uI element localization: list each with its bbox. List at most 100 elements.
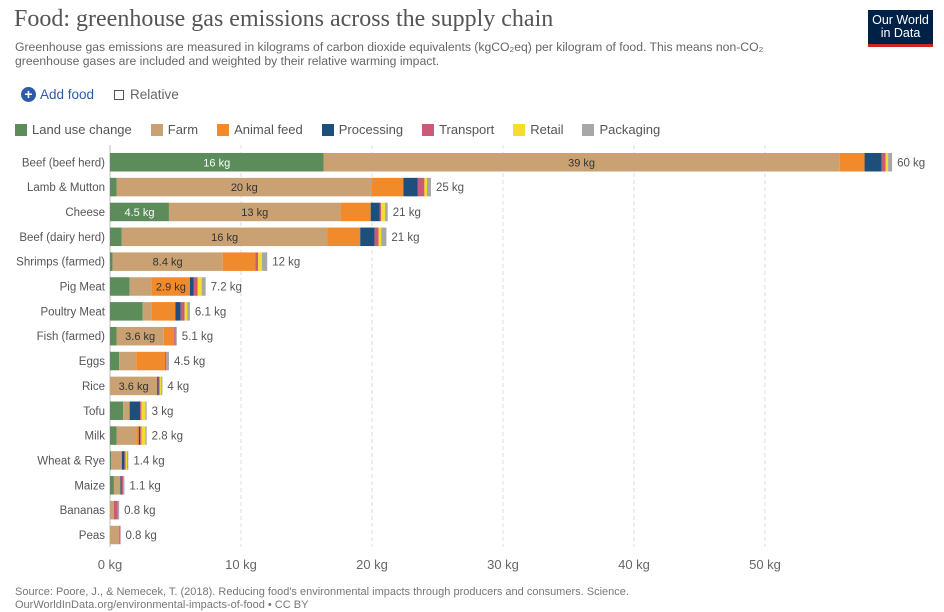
- bar-segment-processing[interactable]: [360, 227, 375, 247]
- bar-segment-farm[interactable]: [112, 252, 223, 271]
- bar-segment-packaging[interactable]: [161, 376, 163, 396]
- bar-segment-farm[interactable]: [116, 177, 372, 197]
- bar-segment-retail[interactable]: [258, 252, 262, 271]
- bar-segment-land-use-change[interactable]: [110, 451, 112, 470]
- bar-segment-packaging[interactable]: [123, 476, 125, 495]
- bar-segment-farm[interactable]: [323, 153, 840, 172]
- bar-segment-transport[interactable]: [881, 153, 886, 172]
- legend-item-packaging[interactable]: Packaging: [582, 122, 660, 137]
- bar-segment-processing[interactable]: [403, 177, 418, 197]
- bar-segment-animal-feed[interactable]: [327, 227, 361, 247]
- bar-segment-transport[interactable]: [417, 177, 425, 197]
- bar-segment-packaging[interactable]: [117, 500, 120, 520]
- legend-item-processing[interactable]: Processing: [321, 122, 403, 137]
- bar-segment-processing[interactable]: [129, 401, 141, 421]
- bar-segment-transport[interactable]: [165, 351, 167, 371]
- bar-segment-farm[interactable]: [116, 426, 137, 445]
- bar-segment-packaging[interactable]: [145, 401, 147, 421]
- bar-segment-farm[interactable]: [168, 202, 341, 222]
- bar-segment-transport[interactable]: [379, 202, 382, 222]
- owid-logo[interactable]: Our World in Data: [868, 10, 933, 47]
- bar-segment-transport[interactable]: [180, 302, 185, 321]
- bar-segment-animal-feed[interactable]: [136, 351, 166, 371]
- bar-segment-retail[interactable]: [381, 202, 386, 222]
- relative-toggle[interactable]: Relative: [114, 87, 179, 102]
- bar-segment-transport[interactable]: [119, 525, 121, 545]
- bar-segment-animal-feed[interactable]: [163, 326, 175, 346]
- bar-segment-land-use-change[interactable]: [110, 302, 143, 321]
- bar-segment-animal-feed[interactable]: [151, 302, 176, 321]
- bar-segment-retail[interactable]: [159, 376, 162, 396]
- bar-segment-packaging[interactable]: [145, 426, 147, 445]
- bar-segment-retail[interactable]: [125, 451, 128, 470]
- bar-segment-animal-feed[interactable]: [372, 177, 404, 197]
- bar-segment-transport[interactable]: [193, 277, 198, 296]
- bar-segment-transport[interactable]: [140, 426, 142, 445]
- bar-segment-packaging[interactable]: [166, 351, 169, 371]
- bar-segment-retail[interactable]: [424, 177, 428, 197]
- bar-segment-packaging[interactable]: [127, 451, 129, 470]
- bar-segment-land-use-change[interactable]: [110, 277, 130, 296]
- bar-segment-packaging[interactable]: [187, 302, 190, 321]
- bar-segment-land-use-change[interactable]: [110, 227, 122, 247]
- bar-segment-farm[interactable]: [113, 476, 121, 495]
- bar-segment-processing[interactable]: [121, 451, 125, 470]
- bar-segment-retail[interactable]: [184, 302, 188, 321]
- bar-segment-processing[interactable]: [138, 426, 141, 445]
- bar-segment-farm[interactable]: [121, 227, 328, 247]
- bar-segment-farm[interactable]: [110, 376, 158, 396]
- bar-segment-farm[interactable]: [110, 525, 120, 545]
- bar-segment-processing[interactable]: [120, 476, 122, 495]
- bar-segment-retail[interactable]: [885, 153, 889, 172]
- bar-segment-retail[interactable]: [141, 426, 146, 445]
- legend-item-farm[interactable]: Farm: [150, 122, 198, 137]
- add-food-button[interactable]: + Add food: [21, 87, 94, 102]
- bar-segment-packaging[interactable]: [201, 277, 206, 296]
- bar-segment-processing[interactable]: [175, 302, 181, 321]
- bar-segment-land-use-change[interactable]: [110, 426, 117, 445]
- bar-segment-transport[interactable]: [121, 476, 124, 495]
- bar-segment-transport[interactable]: [140, 401, 142, 421]
- legend-item-land-use-change[interactable]: Land use change: [15, 122, 132, 137]
- bar-segment-land-use-change[interactable]: [110, 351, 120, 371]
- bar-segment-transport[interactable]: [374, 227, 379, 247]
- bar-segment-processing[interactable]: [370, 202, 380, 222]
- bar-segment-processing[interactable]: [189, 277, 194, 296]
- legend-item-transport[interactable]: Transport: [422, 122, 494, 137]
- bar-segment-packaging[interactable]: [888, 153, 893, 172]
- bar-segment-farm[interactable]: [110, 500, 114, 520]
- bar-segment-farm[interactable]: [111, 451, 122, 470]
- bar-segment-land-use-change[interactable]: [110, 153, 324, 172]
- bar-segment-retail[interactable]: [197, 277, 202, 296]
- bar-segment-transport[interactable]: [255, 252, 259, 271]
- bar-segment-land-use-change[interactable]: [110, 326, 117, 346]
- bar-segment-packaging[interactable]: [261, 252, 268, 271]
- bar-segment-packaging[interactable]: [385, 202, 388, 222]
- bar-segment-farm[interactable]: [123, 401, 130, 421]
- bar-segment-land-use-change[interactable]: [110, 401, 124, 421]
- bar-segment-packaging[interactable]: [381, 227, 387, 247]
- bar-segment-land-use-change[interactable]: [110, 202, 169, 222]
- bar-segment-farm[interactable]: [116, 326, 164, 346]
- bar-segment-transport[interactable]: [113, 500, 118, 520]
- bar-segment-processing[interactable]: [157, 376, 159, 396]
- bar-segment-transport[interactable]: [174, 326, 176, 346]
- source-url[interactable]: OurWorldInData.org/environmental-impacts…: [15, 599, 309, 611]
- bar-segment-transport[interactable]: [158, 376, 160, 396]
- bar-segment-animal-feed[interactable]: [222, 252, 256, 271]
- bar-segment-retail[interactable]: [378, 227, 382, 247]
- legend-item-retail[interactable]: Retail: [513, 122, 563, 137]
- bar-segment-animal-feed[interactable]: [340, 202, 371, 222]
- relative-checkbox[interactable]: [114, 89, 125, 100]
- bar-segment-processing[interactable]: [864, 153, 882, 172]
- bar-segment-farm[interactable]: [142, 302, 152, 321]
- bar-segment-animal-feed[interactable]: [839, 153, 865, 172]
- bar-segment-packaging[interactable]: [427, 177, 431, 197]
- bar-segment-animal-feed[interactable]: [136, 426, 139, 445]
- bar-segment-farm[interactable]: [119, 351, 137, 371]
- bar-segment-land-use-change[interactable]: [110, 177, 117, 197]
- bar-segment-land-use-change[interactable]: [110, 252, 113, 271]
- bar-segment-retail[interactable]: [141, 401, 146, 421]
- legend-item-animal-feed[interactable]: Animal feed: [217, 122, 303, 137]
- bar-segment-transport[interactable]: [124, 451, 126, 470]
